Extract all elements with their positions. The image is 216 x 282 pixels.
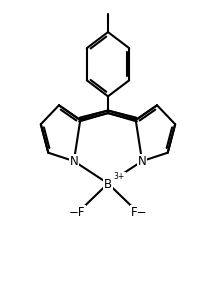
Text: F−: F−: [131, 206, 147, 219]
Text: −F: −F: [69, 206, 85, 219]
Text: 3+: 3+: [114, 173, 125, 182]
Text: N: N: [138, 155, 146, 168]
Text: N: N: [70, 155, 78, 168]
Text: B: B: [104, 178, 112, 191]
